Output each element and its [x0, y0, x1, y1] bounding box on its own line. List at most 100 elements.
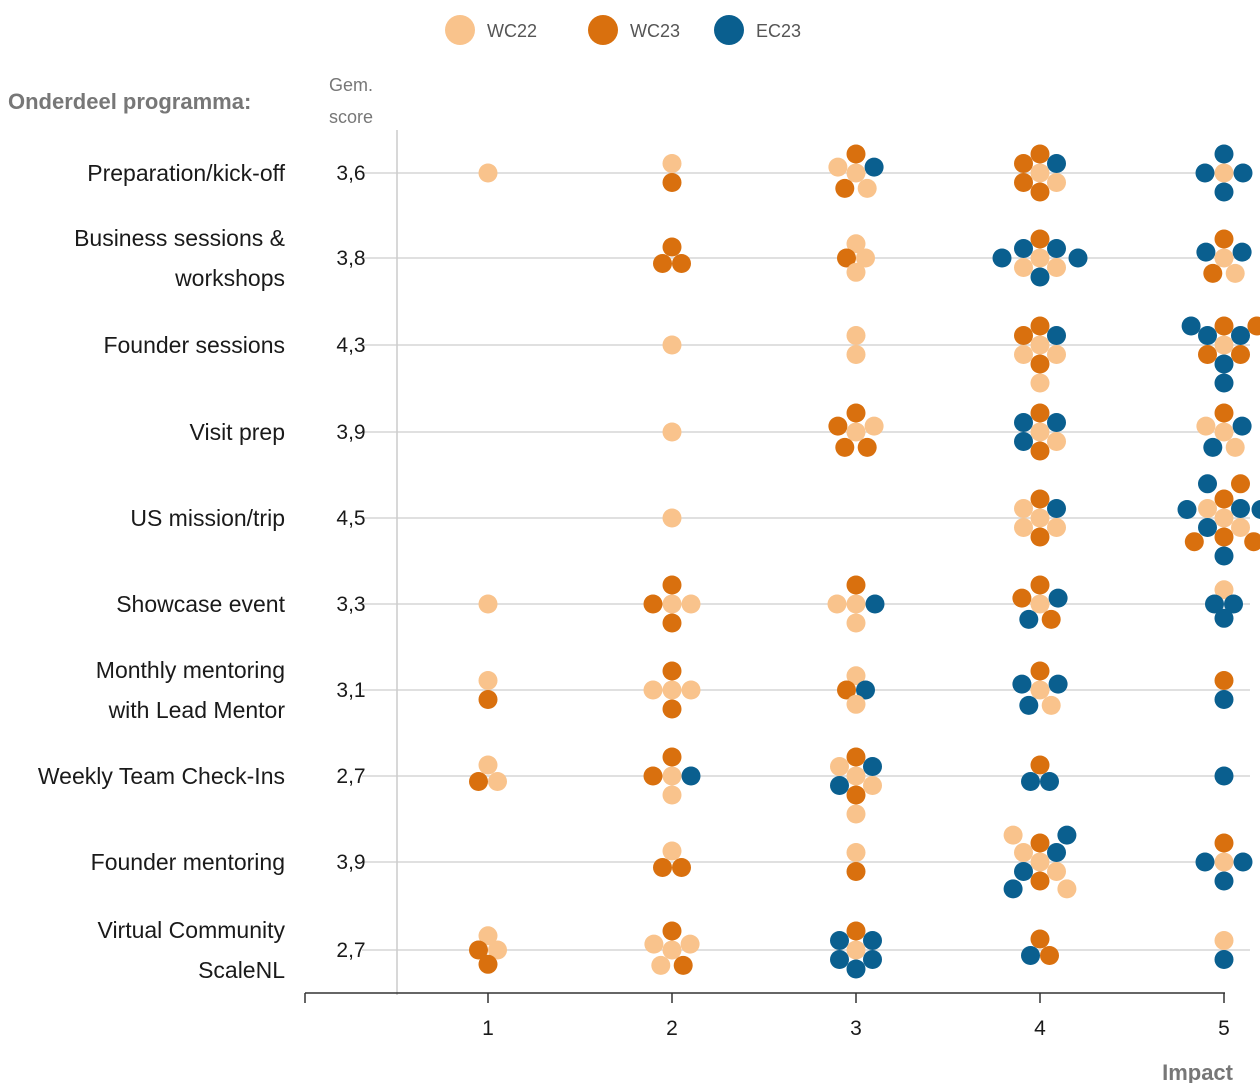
dot-wc23: [1198, 345, 1217, 364]
dot-ec23: [1214, 950, 1234, 969]
dot-wc22: [478, 671, 498, 690]
dot-wc22: [1014, 843, 1033, 862]
dot-ec23: [1047, 499, 1066, 518]
dot-wc23: [835, 437, 855, 457]
dot-ec23: [1251, 500, 1260, 519]
legend-swatch-wc22: [445, 15, 475, 45]
dot-ec23: [1181, 316, 1201, 336]
dot-wc23: [1030, 229, 1050, 249]
dot-ec23: [1030, 267, 1050, 287]
dot-ec23: [1198, 474, 1217, 494]
category-label: Showcase event: [116, 591, 285, 617]
dot-wc22: [1030, 680, 1050, 700]
dot-wc22: [662, 154, 682, 173]
dot-ec23: [863, 757, 882, 776]
dot-wc22: [662, 422, 682, 442]
legend-label-wc23: WC23: [630, 21, 680, 41]
category-label: ScaleNL: [198, 957, 285, 983]
category-label: Virtual Community: [98, 917, 286, 943]
dot-wc22: [681, 594, 701, 614]
category-column-title: Onderdeel programma:: [8, 89, 251, 114]
dot-ec23: [1205, 594, 1224, 614]
dot-wc23: [1184, 532, 1204, 552]
dot-wc22: [864, 416, 884, 436]
category-label: Monthly mentoring: [96, 657, 285, 683]
dot-wc23: [672, 858, 691, 877]
dot-wc23: [846, 403, 866, 423]
dot-wc23: [643, 766, 663, 786]
dot-wc22: [1030, 594, 1050, 614]
legend-label-ec23: EC23: [756, 21, 801, 41]
dot-wc22: [644, 934, 664, 954]
dot-wc22: [488, 940, 507, 960]
dot-wc23: [1030, 182, 1050, 202]
dot-wc23: [1030, 527, 1050, 547]
dot-wc22: [1014, 499, 1033, 518]
dot-wc22: [1030, 248, 1050, 268]
dot-ec23: [1214, 354, 1234, 374]
score-column-title-line2: score: [329, 107, 373, 127]
dot-ec23: [1047, 239, 1066, 258]
dot-wc22: [1225, 263, 1245, 283]
dot-wc23: [846, 747, 866, 767]
legend-swatch-wc23: [588, 15, 618, 45]
category-label: Weekly Team Check-Ins: [38, 763, 285, 789]
dot-ec23: [1214, 144, 1234, 164]
dot-wc23: [1030, 575, 1050, 595]
dot-ec23: [1231, 499, 1250, 518]
average-score: 2,7: [336, 765, 365, 788]
dot-wc23: [828, 416, 848, 436]
dot-wc22: [1214, 508, 1234, 528]
dot-wc22: [643, 680, 663, 700]
dot-wc22: [1047, 518, 1066, 537]
dot-ec23: [1048, 588, 1068, 608]
dot-ec23: [830, 950, 849, 969]
dot-ec23: [681, 766, 701, 786]
dot-ec23: [1224, 594, 1243, 614]
dot-wc22: [1214, 852, 1234, 872]
category-label: Business sessions &: [74, 225, 285, 251]
dot-wc22: [1198, 499, 1217, 518]
x-tick-label: 3: [850, 1017, 862, 1040]
dot-wc23: [1030, 441, 1050, 461]
dot-wc22: [846, 422, 866, 442]
dot-ec23: [1057, 825, 1077, 845]
category-label: Founder mentoring: [91, 849, 285, 875]
dot-ec23: [1214, 546, 1234, 566]
dot-wc22: [1225, 437, 1245, 457]
x-tick-label: 2: [666, 1017, 678, 1040]
legend: WC22 WC23 EC23: [445, 15, 801, 45]
dot-wc22: [846, 666, 866, 686]
dot-wc23: [672, 254, 691, 273]
dot-wc23: [1030, 833, 1050, 853]
dot-wc23: [1231, 345, 1250, 364]
dot-wc22: [1047, 432, 1066, 451]
dot-wc22: [662, 841, 682, 861]
dot-wc22: [1214, 335, 1234, 355]
dot-wc23: [662, 921, 682, 941]
dot-wc22: [651, 955, 671, 975]
dot-wc23: [1041, 609, 1061, 629]
dot-wc23: [1030, 929, 1050, 949]
category-label: Visit prep: [190, 419, 285, 445]
dot-wc22: [1057, 879, 1077, 899]
dot-wc22: [863, 776, 882, 795]
dot-wc23: [1030, 354, 1050, 374]
dot-wc23: [1014, 154, 1033, 173]
dot-wc22: [1047, 862, 1066, 881]
average-score: 4,5: [336, 507, 365, 530]
dot-wc22: [1047, 345, 1066, 364]
dot-wc22: [846, 613, 866, 633]
dot-wc23: [653, 254, 672, 273]
dot-ec23: [992, 248, 1012, 268]
dot-wc22: [1030, 163, 1050, 183]
dot-ec23: [1021, 772, 1040, 791]
dot-ec23: [865, 594, 885, 614]
dot-wc22: [478, 755, 498, 775]
dot-wc23: [1214, 671, 1234, 690]
legend-swatch-ec23: [714, 15, 744, 45]
category-label: with Lead Mentor: [108, 697, 286, 723]
dot-wc22: [846, 234, 866, 254]
dot-ec23: [1214, 766, 1234, 786]
dot-wc22: [681, 680, 701, 700]
